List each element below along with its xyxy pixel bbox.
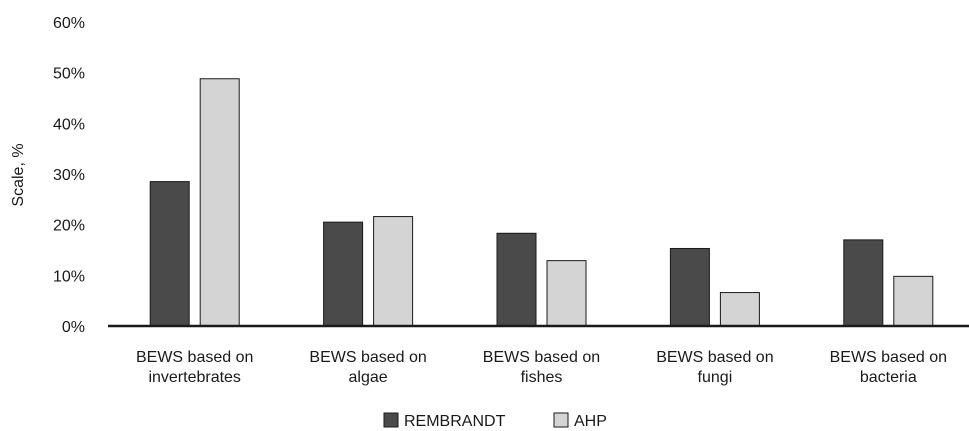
x-tick-label: BEWS based on fishes <box>483 349 600 386</box>
legend-label-rembrandt: REMBRANDT <box>404 413 506 430</box>
legend: REMBRANDT AHP <box>384 413 607 430</box>
x-tick-label: BEWS based on algae <box>309 349 426 386</box>
legend-swatch-ahp <box>554 413 568 427</box>
x-tick-label: BEWS based on bacteria <box>830 349 947 386</box>
bar-ahp <box>720 293 759 326</box>
bar-ahp <box>200 79 239 326</box>
bar-rembrandt <box>844 240 883 326</box>
bar-rembrandt <box>150 182 189 326</box>
x-tick-label: BEWS based on invertebrates <box>136 349 253 386</box>
y-tick-label: 50% <box>53 66 85 83</box>
legend-swatch-rembrandt <box>384 413 398 427</box>
bar-ahp <box>547 261 586 326</box>
y-tick-label: 30% <box>53 167 85 184</box>
bar-rembrandt <box>670 248 709 326</box>
y-tick-label: 10% <box>53 268 85 285</box>
y-tick-label: 20% <box>53 218 85 235</box>
x-axis-labels: BEWS based on invertebrates BEWS based on a… <box>136 349 947 386</box>
y-tick-label: 0% <box>62 319 85 336</box>
y-tick-label: 40% <box>53 116 85 133</box>
y-axis: 0% 10% 20% 30% 40% 50% 60% <box>53 15 85 336</box>
y-axis-label: Scale, % <box>10 143 27 206</box>
y-tick-label: 60% <box>53 15 85 32</box>
bar-rembrandt <box>497 233 536 326</box>
bar-ahp <box>374 217 413 326</box>
bar-ahp <box>894 276 933 326</box>
bar-rembrandt <box>324 222 363 326</box>
x-tick-label: BEWS based on fungi <box>656 349 773 386</box>
bars <box>150 79 933 326</box>
legend-label-ahp: AHP <box>574 413 607 430</box>
